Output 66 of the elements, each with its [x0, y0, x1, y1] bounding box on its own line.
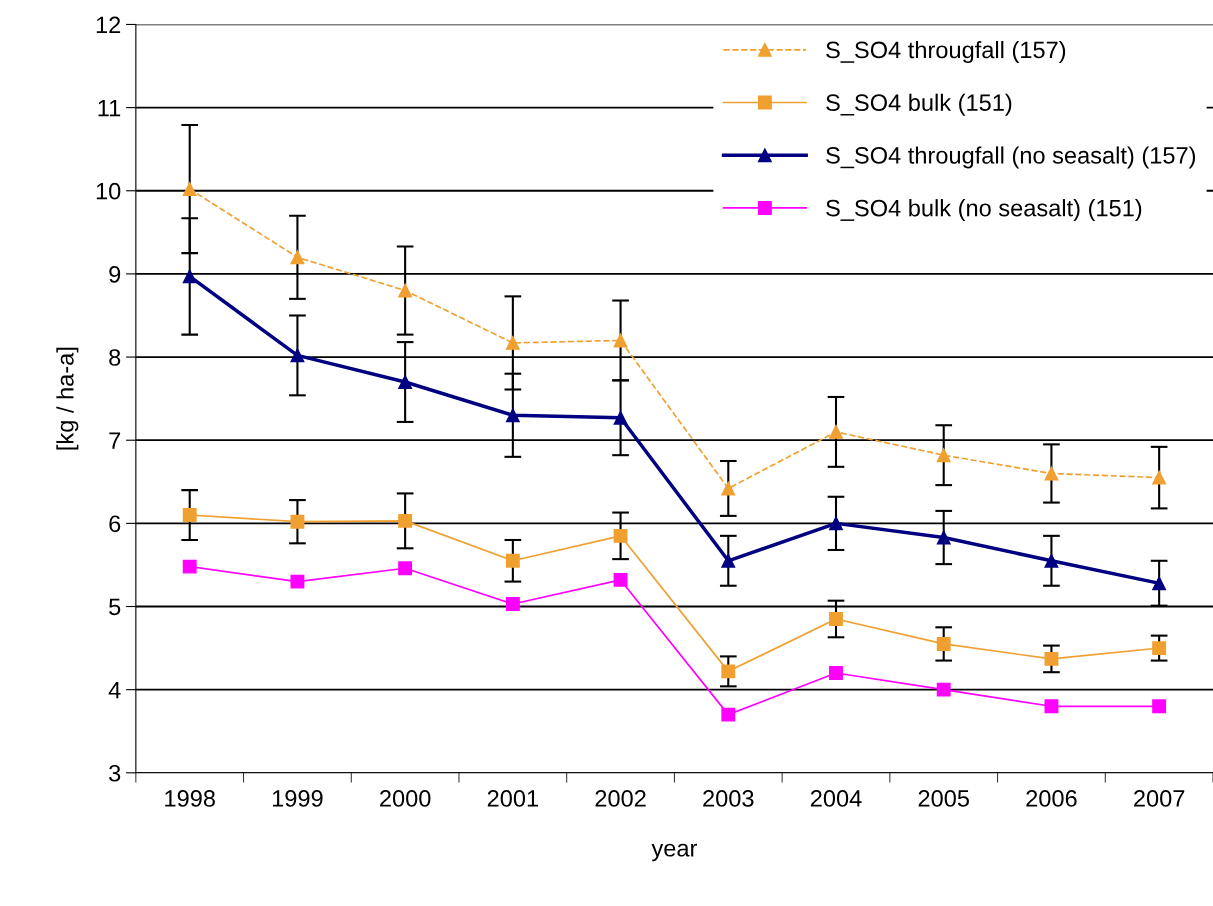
- x-tick-label: 2003: [703, 790, 754, 807]
- point: [721, 553, 736, 568]
- point: [936, 636, 951, 651]
- y-tick-label: 6: [109, 515, 121, 533]
- point: [613, 572, 628, 587]
- point: [613, 410, 628, 425]
- y-axis-title: [kg / ha-a]: [56, 347, 79, 450]
- point: [182, 559, 197, 574]
- legend-label: S_SO4 bulk (151): [826, 93, 1012, 116]
- point: [398, 283, 413, 298]
- y-tick-label: 11: [98, 99, 121, 117]
- point: [829, 666, 843, 680]
- point: [1152, 470, 1167, 485]
- y-tick-label: 7: [109, 432, 121, 449]
- point: [613, 333, 628, 348]
- point: [936, 448, 951, 463]
- x-tick-label: 1998: [165, 790, 215, 807]
- point: [290, 574, 305, 589]
- point: [936, 682, 951, 697]
- point: [182, 508, 197, 522]
- x-tick-label: 2000: [380, 790, 431, 807]
- point: [398, 375, 413, 389]
- x-tick-label: 2006: [1026, 790, 1077, 807]
- point: [182, 269, 197, 284]
- point: [936, 530, 951, 545]
- legend-label: S_SO4 bulk (no seasalt) (151): [826, 199, 1142, 222]
- point: [721, 664, 736, 679]
- x-tick-label: 2007: [1134, 790, 1185, 807]
- y-tick-label: 12: [96, 16, 121, 34]
- point: [505, 335, 520, 350]
- x-tick-label: 2004: [810, 790, 862, 807]
- y-tick-label: 5: [109, 598, 121, 616]
- point: [1044, 651, 1059, 666]
- point: [1044, 699, 1059, 714]
- legend-label: S_SO4 througfall (no seasalt) (157): [826, 146, 1196, 169]
- point: [505, 553, 520, 568]
- y-tick-label: 10: [96, 182, 121, 200]
- point: [1044, 466, 1059, 481]
- point: [1152, 699, 1167, 714]
- point: [829, 516, 843, 531]
- point: [721, 481, 736, 496]
- x-tick-label: 2005: [918, 790, 969, 807]
- point: [290, 250, 305, 265]
- x-tick-label: 1999: [272, 790, 323, 807]
- x-tick-label: 2001: [487, 790, 538, 807]
- point: [1152, 641, 1167, 656]
- point: [829, 612, 843, 626]
- point: [721, 707, 736, 722]
- point: [1044, 553, 1059, 568]
- y-tick-label: 4: [108, 681, 121, 699]
- y-tick-label: 3: [109, 764, 121, 782]
- point: [505, 408, 520, 423]
- legend-label: S_SO4 througfall (157): [826, 40, 1066, 63]
- point: [505, 597, 520, 611]
- point: [829, 424, 843, 439]
- point: [1152, 576, 1167, 591]
- x-axis-title: year: [651, 843, 697, 862]
- point: [290, 348, 305, 363]
- point: [398, 513, 413, 528]
- point: [290, 514, 305, 529]
- y-tick-label: 8: [109, 349, 121, 366]
- point: [182, 182, 197, 197]
- y-tick-label: 9: [109, 265, 121, 283]
- point: [398, 561, 413, 576]
- point: [613, 528, 628, 543]
- x-tick-label: 2002: [595, 790, 646, 807]
